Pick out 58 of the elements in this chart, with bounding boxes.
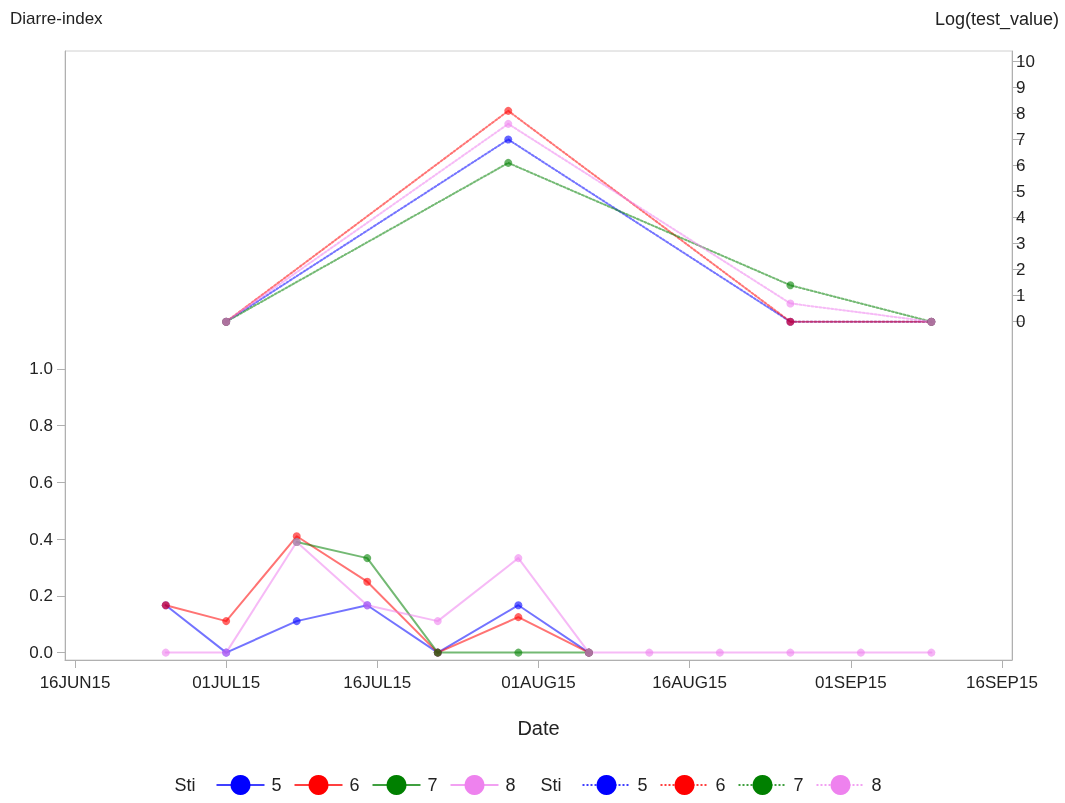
point (786, 281, 795, 290)
legend-label: 7 (427, 775, 438, 795)
y-tick-label: 0.2 (29, 586, 53, 606)
legend-label: 5 (637, 775, 648, 795)
legend-label: 8 (505, 775, 516, 795)
point (363, 554, 372, 563)
x-axis-title: Date (517, 717, 560, 739)
x-tick-label: 01AUG15 (501, 673, 576, 692)
point (786, 648, 795, 657)
legend-label: 8 (871, 775, 882, 795)
point (433, 617, 442, 626)
x-tick-label: 16JUL15 (343, 673, 412, 692)
legend-label: 6 (349, 775, 360, 795)
y2-tick-label: 3 (1016, 234, 1026, 254)
point (161, 648, 170, 657)
y2-tick-label: 10 (1016, 51, 1035, 71)
point (927, 648, 936, 657)
legend-label: 6 (715, 775, 726, 795)
y2-tick-label: 8 (1016, 103, 1026, 123)
point (514, 613, 523, 622)
y2-tick-label: 7 (1016, 129, 1026, 149)
point (222, 617, 231, 626)
y-tick-label: 0.4 (29, 529, 53, 549)
point (645, 648, 654, 657)
x-tick-label: 01JUL15 (192, 673, 261, 692)
y2-axis-title: Log(test_value) (934, 9, 1059, 30)
point (514, 648, 523, 657)
legend-title: Sti (174, 775, 196, 795)
legend-label: 5 (271, 775, 282, 795)
y2-tick-label: 5 (1016, 182, 1026, 202)
y2-tick-label: 2 (1016, 260, 1026, 280)
y2-tick-label: 4 (1016, 208, 1026, 228)
y2-tick-label: 9 (1016, 77, 1026, 97)
x-tick-label: 16JUN15 (39, 673, 111, 692)
point (514, 554, 523, 563)
point (856, 648, 865, 657)
text: Sti (540, 775, 562, 795)
x-tick-label: 01SEP15 (814, 673, 887, 692)
point (715, 648, 724, 657)
y2-tick-label: 6 (1016, 156, 1026, 176)
y-tick-label: 0.6 (29, 472, 53, 492)
legend-label: 7 (793, 775, 804, 795)
x-tick-label: 16AUG15 (652, 673, 727, 692)
y-tick-label: 1.0 (29, 359, 53, 379)
point (504, 119, 513, 128)
y-tick-label: 0.0 (29, 643, 53, 663)
x-tick-label: 16SEP15 (966, 673, 1038, 692)
point (363, 577, 372, 586)
point (504, 135, 513, 144)
point (514, 601, 523, 610)
point (504, 106, 513, 115)
y2-tick-label: 0 (1016, 312, 1026, 332)
y-tick-label: 0.8 (29, 416, 53, 436)
y-axis-title: Diarre-index (10, 9, 104, 28)
point (786, 299, 795, 308)
point (504, 158, 513, 167)
point (292, 617, 301, 626)
y2-tick-label: 1 (1016, 286, 1026, 306)
